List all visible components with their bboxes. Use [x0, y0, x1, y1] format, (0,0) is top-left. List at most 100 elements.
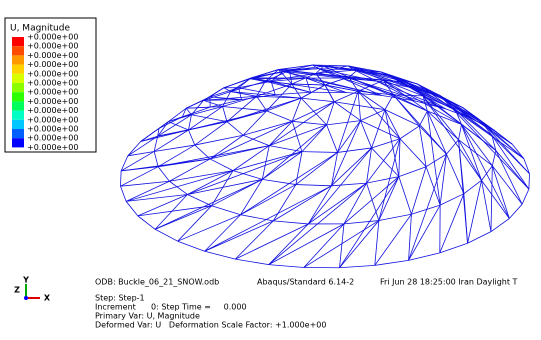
legend-swatch: [12, 138, 24, 147]
mesh-edge: [275, 92, 310, 94]
mesh-edge: [409, 253, 440, 260]
legend-label: +0.000e+00: [27, 69, 78, 78]
mesh-edge: [426, 167, 440, 205]
legend-label: +0.000e+00: [27, 60, 78, 69]
legend-label: +0.000e+00: [27, 134, 78, 143]
mesh-edge: [269, 224, 344, 265]
mesh-edge: [187, 194, 211, 205]
mesh-edge: [292, 84, 301, 98]
legend-label: +0.000e+00: [27, 88, 78, 97]
mesh-edge: [241, 152, 338, 214]
mesh-edge: [426, 154, 446, 167]
odb-name: ODB: Buckle_06_21_SNOW.odb: [95, 278, 219, 287]
mesh-edge: [379, 214, 412, 220]
mesh-edge: [344, 221, 379, 224]
mesh-edge: [440, 194, 464, 253]
mesh-edge: [269, 102, 334, 146]
mesh-edge: [509, 204, 522, 218]
mesh-edge: [427, 111, 458, 140]
mesh-edge: [375, 260, 409, 265]
mesh-edge: [235, 221, 273, 259]
date: Fri Jun 28 18:25:00 Iran Daylight T: [380, 278, 518, 287]
mesh-edge: [126, 201, 138, 215]
mesh-edge: [338, 148, 372, 152]
mesh-edge: [223, 106, 267, 110]
mesh-edge: [482, 166, 493, 181]
mesh-edge: [205, 215, 241, 252]
mesh-edge: [227, 122, 243, 136]
info-line: Primary Var: U, Magnitude: [95, 312, 200, 321]
mesh-edge: [340, 221, 379, 268]
mesh-edge: [302, 125, 327, 152]
mesh-edge: [188, 115, 191, 130]
mesh-edge: [257, 96, 267, 111]
mesh-edge: [239, 81, 272, 87]
mesh-edge: [195, 145, 210, 159]
mesh-edge: [529, 174, 530, 189]
info-line: Step: Step-1: [95, 294, 145, 303]
mesh-edge: [262, 152, 302, 180]
mesh-edge: [340, 265, 375, 267]
mesh-edge: [524, 159, 530, 174]
legend-swatch: [12, 120, 24, 129]
mesh-edge: [235, 259, 268, 264]
mesh-edge: [375, 221, 379, 266]
mesh-edge: [417, 84, 524, 159]
mesh-edge: [178, 241, 205, 251]
mesh-edge: [187, 179, 262, 194]
mesh-edge: [296, 185, 332, 186]
mesh-edge: [393, 95, 446, 154]
mesh-edge: [269, 265, 304, 268]
mesh-edge: [210, 159, 233, 171]
mesh-edge: [186, 100, 203, 108]
legend-label: +0.000e+00: [27, 79, 78, 88]
mesh-edge: [399, 177, 412, 215]
mesh-edge: [468, 232, 491, 244]
mesh-edge: [212, 206, 241, 215]
legend-label: +0.000e+00: [27, 143, 78, 152]
mesh-edge: [338, 121, 361, 153]
legend-label: +0.000e+00: [27, 51, 78, 60]
mesh-edge: [269, 224, 309, 265]
mesh-edge: [267, 111, 293, 121]
mesh-edge: [411, 167, 426, 215]
mesh-edge: [155, 229, 178, 241]
page: U, Magnitude Y Z X ODB: Buckle_06_21_SNO…: [0, 0, 541, 336]
legend-swatch: [12, 101, 24, 110]
mesh-edge: [367, 177, 399, 184]
mesh-edge: [440, 96, 529, 190]
mesh-edge: [168, 117, 182, 122]
mesh-edge: [188, 130, 194, 145]
mesh-edge: [121, 186, 127, 201]
mesh-edge: [446, 140, 458, 154]
legend-label: +0.000e+00: [27, 33, 78, 42]
mesh-edge: [358, 91, 400, 138]
mesh-edge: [331, 183, 366, 186]
legend-swatch: [12, 55, 24, 64]
viewport: U, Magnitude Y Z X ODB: Buckle_06_21_SNO…: [0, 0, 541, 336]
mesh-edge: [223, 106, 227, 121]
triad-label: X: [44, 294, 51, 303]
mesh-edge: [210, 88, 224, 97]
mesh-edge: [440, 243, 468, 253]
mesh-edge: [462, 124, 510, 218]
legend-swatch: [12, 111, 24, 120]
mesh-edge: [128, 136, 158, 156]
legend-swatch: [12, 65, 24, 74]
mesh-edge: [522, 189, 529, 204]
mesh-edge: [302, 152, 338, 153]
mesh-edge: [121, 171, 122, 186]
mesh-edge: [243, 135, 269, 145]
mesh-edge: [327, 102, 335, 125]
mesh-edge: [273, 186, 331, 221]
legend-label: +0.000e+00: [27, 106, 78, 115]
mesh-edge: [204, 100, 223, 106]
mesh-edge: [273, 221, 308, 224]
mesh-edge: [367, 183, 379, 220]
mesh-edge: [482, 180, 491, 231]
mesh-edge: [296, 152, 302, 185]
legend-swatch: [12, 129, 24, 138]
mesh-edge: [155, 194, 187, 229]
legend-swatch: [12, 83, 24, 92]
dome-mesh: [121, 65, 530, 268]
